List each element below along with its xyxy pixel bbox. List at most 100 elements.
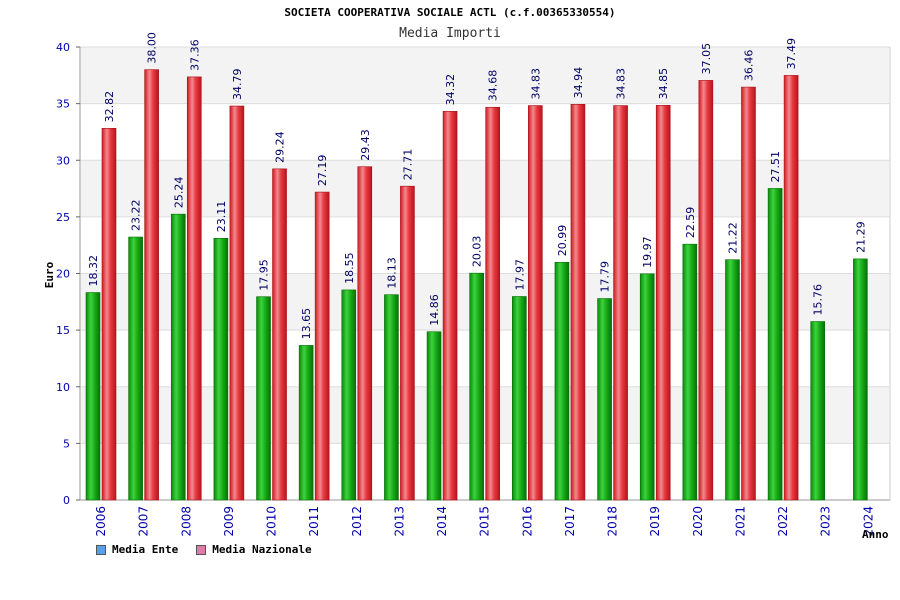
x-tick-label: 2019 xyxy=(648,506,662,537)
grid-band xyxy=(81,47,889,104)
bar-media-nazionale-2018 xyxy=(613,105,628,501)
data-label: 21.22 xyxy=(726,222,739,254)
x-axis-ticks: 2006 2007 2008 2009 2010 2011 2012 2013 2014 2015… xyxy=(94,506,875,537)
bar-media-ente-2013 xyxy=(384,294,399,501)
x-tick-label: 2018 xyxy=(606,506,620,537)
grid-band xyxy=(81,216,889,274)
data-label: 23.11 xyxy=(215,201,228,232)
data-label: 34.79 xyxy=(231,69,244,100)
data-label: 37.49 xyxy=(785,38,798,70)
y-tick-label: 30 xyxy=(56,154,70,167)
x-tick-label: 2024 xyxy=(861,506,875,537)
bar-media-nazionale-2021 xyxy=(741,86,756,501)
x-tick-label: 2011 xyxy=(307,506,321,537)
legend-label-media-nazionale: Media Nazionale xyxy=(212,543,312,556)
x-tick-label: 2012 xyxy=(350,506,364,537)
data-label: 18.55 xyxy=(343,252,356,284)
x-tick-label: 2008 xyxy=(179,506,193,537)
data-label: 38.00 xyxy=(146,32,159,64)
bar-media-ente-2009 xyxy=(213,237,229,501)
data-label: 20.03 xyxy=(471,236,484,268)
data-label: 15.76 xyxy=(812,284,825,316)
data-label: 34.83 xyxy=(529,68,542,100)
x-tick-label: 2009 xyxy=(222,506,236,537)
x-tick-label: 2020 xyxy=(691,506,705,537)
legend-item-media-nazionale: Media Nazionale xyxy=(196,543,312,556)
x-tick-label: 2007 xyxy=(137,506,151,537)
bar-media-ente-2015 xyxy=(469,272,484,501)
data-label: 34.85 xyxy=(657,68,670,100)
y-axis-label: Euro xyxy=(43,261,56,288)
bar-media-ente-2019 xyxy=(639,273,655,501)
bar-media-nazionale-2022 xyxy=(783,75,799,501)
bar-media-ente-2006 xyxy=(85,292,101,501)
chart-title: SOCIETA COOPERATIVA SOCIALE ACTL (c.f.00… xyxy=(284,6,615,19)
bar-media-ente-2023 xyxy=(810,321,826,501)
data-label: 29.43 xyxy=(359,129,372,161)
grid-band xyxy=(81,330,889,387)
bar-media-ente-2017 xyxy=(554,261,570,501)
data-label: 23.22 xyxy=(130,200,143,232)
bar-media-ente-2016 xyxy=(512,296,527,501)
x-axis-label: Anno xyxy=(862,528,889,541)
data-label: 18.13 xyxy=(385,257,398,289)
data-label: 17.97 xyxy=(513,259,526,291)
grid-band xyxy=(81,443,889,500)
bar-media-ente-2007 xyxy=(128,236,143,501)
y-tick-label: 15 xyxy=(56,324,70,337)
y-tick-label: 0 xyxy=(63,494,70,507)
legend-label-media-ente: Media Ente xyxy=(112,543,179,556)
bar-media-ente-2012 xyxy=(341,289,357,501)
bar-media-nazionale-2007 xyxy=(144,69,159,501)
y-tick-label: 5 xyxy=(63,437,70,450)
data-label: 19.97 xyxy=(641,236,654,268)
bar-media-ente-2014 xyxy=(426,331,442,501)
x-tick-label: 2013 xyxy=(392,506,406,537)
bar-media-ente-2024 xyxy=(853,258,868,501)
data-label: 29.24 xyxy=(274,131,287,163)
bar-media-nazionale-2014 xyxy=(442,111,458,501)
legend: Media Ente Media Nazionale xyxy=(96,543,312,556)
bars xyxy=(85,69,868,501)
grid-band xyxy=(81,386,889,444)
grid-band xyxy=(81,103,889,161)
bar-media-nazionale-2009 xyxy=(229,105,245,501)
bar-media-nazionale-2015 xyxy=(485,106,500,501)
data-label: 17.95 xyxy=(258,259,271,291)
bar-media-ente-2018 xyxy=(597,298,612,501)
data-label: 34.68 xyxy=(487,70,500,102)
y-tick-label: 35 xyxy=(56,98,70,111)
data-labels: 18.32 32.82 23.22 38.00 25.24 37.36 23.11 34.79… xyxy=(87,32,867,339)
data-label: 21.29 xyxy=(854,221,867,253)
y-tick-label: 20 xyxy=(56,268,70,281)
x-tick-label: 2016 xyxy=(520,506,534,537)
legend-swatch-media-ente xyxy=(96,544,106,555)
data-label: 36.46 xyxy=(742,50,755,82)
data-label: 27.19 xyxy=(316,155,329,187)
y-tick-label: 25 xyxy=(56,211,70,224)
legend-item-media-ente: Media Ente xyxy=(96,543,178,556)
bar-media-ente-2021 xyxy=(725,259,740,501)
data-label: 37.36 xyxy=(188,39,201,71)
data-label: 13.65 xyxy=(300,308,313,340)
bar-media-nazionale-2013 xyxy=(400,185,415,501)
chart-subtitle: Media Importi xyxy=(399,26,501,41)
x-tick-label: 2022 xyxy=(776,506,790,537)
x-tick-label: 2014 xyxy=(435,506,449,537)
bar-media-nazionale-2006 xyxy=(101,128,117,501)
data-label: 34.94 xyxy=(572,67,585,99)
bar-media-nazionale-2008 xyxy=(186,76,202,501)
bar-media-nazionale-2010 xyxy=(272,168,287,501)
data-label: 34.32 xyxy=(444,74,457,106)
bar-media-nazionale-2016 xyxy=(528,105,543,501)
grid-band xyxy=(81,273,889,331)
bar-media-nazionale-2011 xyxy=(314,191,330,501)
data-label: 27.51 xyxy=(769,151,782,183)
x-tick-label: 2010 xyxy=(265,506,279,537)
bar-media-nazionale-2019 xyxy=(655,105,671,501)
bar-media-ente-2010 xyxy=(256,296,271,501)
data-label: 14.86 xyxy=(428,294,441,326)
x-tick-label: 2017 xyxy=(563,506,577,537)
data-label: 32.82 xyxy=(103,91,116,123)
